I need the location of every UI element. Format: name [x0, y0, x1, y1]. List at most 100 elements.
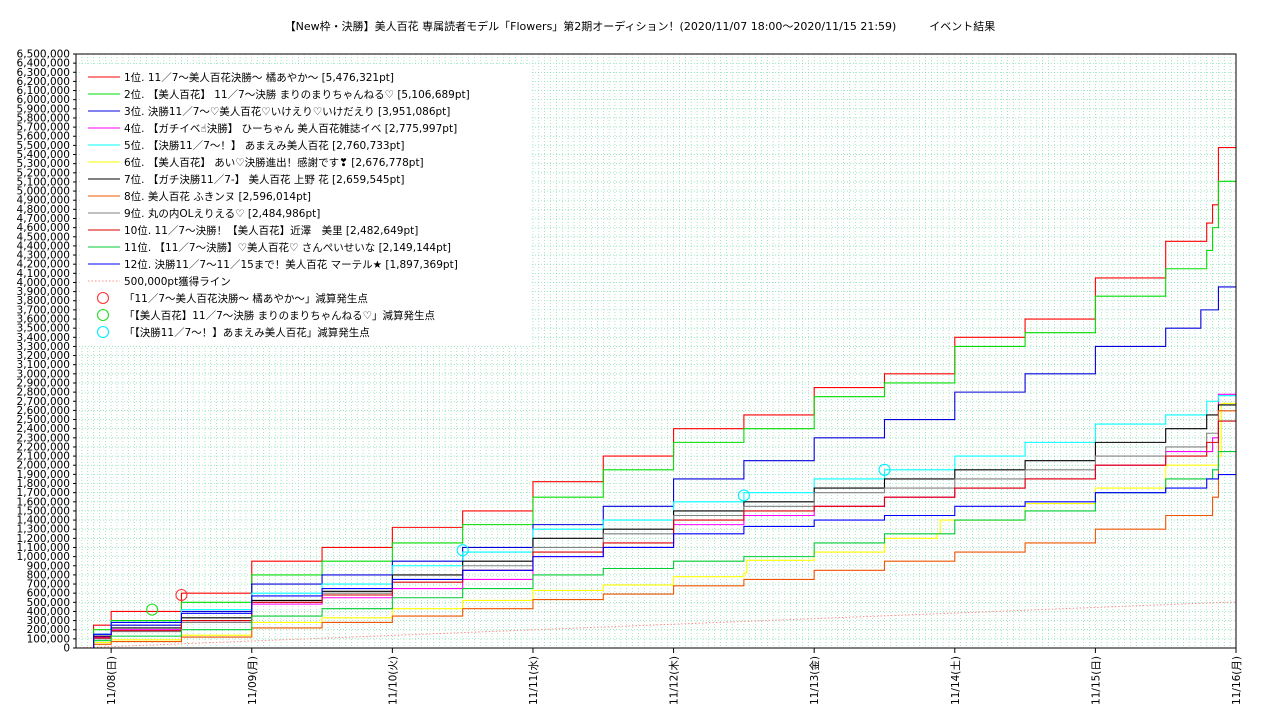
y-tick-label: 1,500,000: [17, 505, 70, 517]
legend-entry-11: 11位. 【11／7〜決勝】♡美人百花♡ さんぺいせいな [2,149,144p…: [124, 241, 451, 254]
legend-entry-marker-1: 「11／7〜美人百花決勝〜 橘あやか〜」減算発生点: [124, 292, 368, 305]
x-tick-label: 11/15(日): [1090, 656, 1102, 705]
y-tick-label: 4,600,000: [17, 222, 70, 234]
y-tick-label: 5,200,000: [17, 167, 70, 179]
y-tick-label: 5,400,000: [17, 149, 70, 161]
y-tick-label: 600,000: [27, 588, 70, 600]
y-tick-label: 300,000: [27, 615, 70, 627]
y-tick-label: 2,000,000: [17, 460, 70, 472]
chart-title: 【New枠・決勝】美人百花 専属読者モデル「Flowers」第2期オーディション…: [284, 20, 996, 33]
marker-point-3: [456, 544, 469, 557]
y-tick-label: 2,200,000: [17, 441, 70, 453]
y-tick-label: 3,700,000: [17, 304, 70, 316]
grid: 0100,000200,000300,000400,000500,000600,…: [17, 49, 1243, 705]
y-tick-label: 4,300,000: [17, 250, 70, 262]
y-tick-label: 2,400,000: [17, 423, 70, 435]
series-line-2: [76, 180, 1236, 649]
y-tick-label: 6,300,000: [17, 67, 70, 79]
y-tick-label: 4,700,000: [17, 213, 70, 225]
y-tick-label: 6,000,000: [17, 94, 70, 106]
y-tick-label: 100,000: [27, 633, 70, 645]
y-tick-label: 3,300,000: [17, 341, 70, 353]
y-tick-label: 3,200,000: [17, 350, 70, 362]
y-tick-label: 3,500,000: [17, 323, 70, 335]
y-tick-label: 5,700,000: [17, 122, 70, 134]
y-tick-label: 5,600,000: [17, 131, 70, 143]
legend-entry-6: 6位. 【美人百花】 あい♡決勝進出！感謝です❣ [2,676,778pt]: [124, 156, 424, 169]
legend-entry-marker-2: 「【美人百花】11／7〜決勝 まりのまりちゃんねる♡」減算発生点: [124, 309, 435, 322]
legend-entry-5: 5位. 【決勝11／7〜！】 あまえみ美人百花 [2,760,733pt]: [124, 139, 405, 152]
x-tick-label: 11/16(月): [1231, 656, 1243, 705]
legend-box: [80, 66, 530, 346]
y-tick-label: 2,300,000: [17, 432, 70, 444]
y-tick-label: 2,600,000: [17, 405, 70, 417]
y-tick-label: 4,400,000: [17, 240, 70, 252]
y-tick-label: 3,100,000: [17, 359, 70, 371]
y-tick-label: 4,000,000: [17, 277, 70, 289]
y-tick-label: 6,200,000: [17, 76, 70, 88]
y-tick-label: 1,900,000: [17, 469, 70, 481]
series-line-8: [76, 410, 1236, 649]
series-line-12: [76, 474, 1236, 649]
y-tick-label: 1,100,000: [17, 542, 70, 554]
y-tick-label: 6,400,000: [17, 58, 70, 70]
legend-entry-7: 7位. 【ガチ決勝11／7-】 美人百花 上野 花 [2,659,545pt]: [124, 173, 404, 186]
y-tick-label: 1,000,000: [17, 551, 70, 563]
legend-entry-12: 12位. 決勝11／7〜11／15まで！美人百花 マーテル★ [1,897,36…: [124, 258, 458, 271]
y-tick-label: 0: [63, 643, 70, 655]
x-tick-label: 11/12(木): [669, 656, 681, 705]
legend-marker: [96, 325, 110, 339]
marker-point-1: [175, 588, 188, 602]
y-tick-label: 5,500,000: [17, 140, 70, 152]
x-tick-label: 11/10(火): [387, 656, 399, 705]
legend-entry-2: 2位. 【美人百花】 11／7〜決勝 まりのまりちゃんねる♡ [5,106,68…: [124, 88, 470, 101]
y-tick-label: 4,100,000: [17, 268, 70, 280]
y-tick-label: 5,800,000: [17, 112, 70, 124]
y-tick-label: 2,100,000: [17, 451, 70, 463]
y-tick-label: 1,400,000: [17, 515, 70, 527]
marker-point-3: [878, 463, 891, 476]
legend-marker: [96, 291, 110, 305]
y-tick-label: 700,000: [27, 579, 70, 591]
y-tick-label: 2,900,000: [17, 377, 70, 389]
y-tick-label: 5,900,000: [17, 103, 70, 115]
y-tick-label: 3,000,000: [17, 368, 70, 380]
x-tick-label: 11/11(水): [528, 656, 540, 705]
y-tick-label: 2,500,000: [17, 414, 70, 426]
y-tick-label: 1,300,000: [17, 524, 70, 536]
y-tick-label: 5,300,000: [17, 158, 70, 170]
legend-entry-10: 10位. 11／7〜決勝！【美人百花】近澤 美里 [2,482,649pt]: [124, 224, 418, 237]
x-tick-label: 11/14(土): [949, 656, 962, 705]
y-tick-label: 200,000: [27, 624, 70, 636]
y-tick-label: 4,900,000: [17, 195, 70, 207]
y-tick-label: 3,400,000: [17, 332, 70, 344]
marker-point-3: [737, 489, 750, 502]
y-tick-label: 6,100,000: [17, 85, 70, 97]
legend-entry-1: 1位. 11／7〜美人百花決勝〜 橘あやか〜 [5,476,321pt]: [124, 71, 394, 84]
series-line-10: [76, 420, 1236, 649]
legend-entry-4: 4位. 【ガチイベ☝決勝】 ひーちゃん 美人百花雑誌イベ [2,775,997p…: [124, 122, 457, 135]
axes-frame: [75, 53, 1237, 649]
y-tick-label: 4,500,000: [17, 231, 70, 243]
legend-entry-3: 3位. 決勝11／7〜♡美人百花♡いけえり♡いけだえり [3,951,086pt…: [124, 105, 450, 118]
marker-point-2: [146, 603, 159, 616]
y-tick-label: 1,200,000: [17, 533, 70, 545]
legend: 1位. 11／7〜美人百花決勝〜 橘あやか〜 [5,476,321pt] 2位. …: [80, 66, 530, 346]
y-tick-label: 4,200,000: [17, 259, 70, 271]
y-tick-label: 900,000: [27, 560, 70, 572]
y-tick-label: 4,800,000: [17, 204, 70, 216]
reference-line: [75, 601, 1236, 649]
series-line-3: [76, 286, 1236, 649]
y-tick-label: 1,700,000: [17, 487, 70, 499]
series-line-1: [76, 146, 1236, 649]
y-tick-label: 3,600,000: [17, 314, 70, 326]
y-tick-label: 800,000: [27, 569, 70, 581]
legend-entry-marker-3: 「【決勝11／7〜！】あまえみ美人百花」減算発生点: [124, 326, 370, 339]
legend-entry-9: 9位. 丸の内OLえりえる♡ [2,484,986pt]: [124, 207, 320, 220]
x-tick-label: 11/08(日): [106, 656, 118, 705]
y-tick-label: 2,800,000: [17, 387, 70, 399]
legend-entry-reference: 500,000pt獲得ライン: [124, 275, 231, 288]
y-tick-label: 3,900,000: [17, 286, 70, 298]
y-tick-label: 5,000,000: [17, 186, 70, 198]
